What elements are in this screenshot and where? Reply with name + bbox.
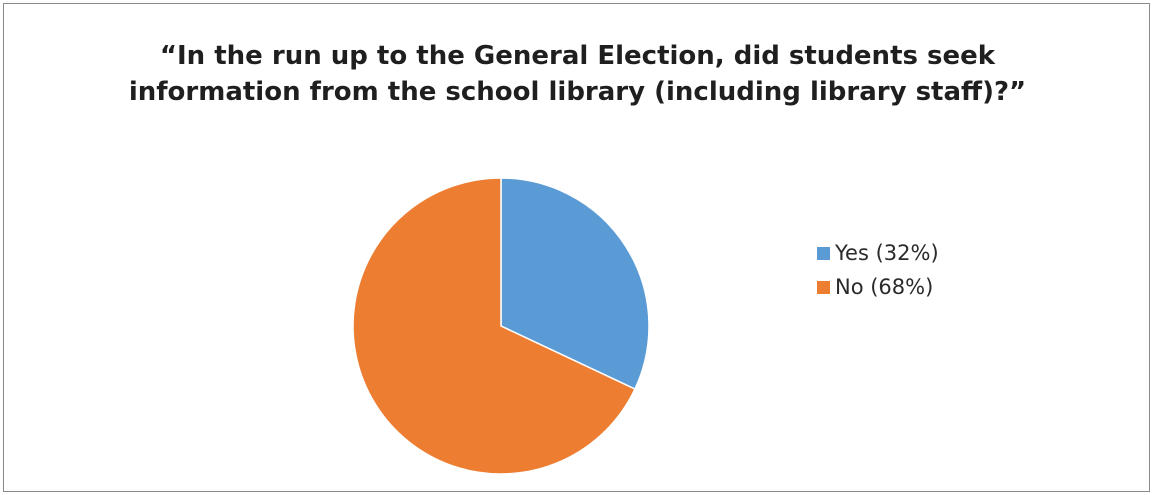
pie-slice-no <box>352 177 636 475</box>
pie-slice-yes <box>500 177 650 390</box>
chart-title: “In the run up to the General Election, … <box>128 41 1027 107</box>
legend-swatch-no <box>817 280 830 294</box>
legend-item-yes: Yes (32%) <box>817 236 939 270</box>
legend-swatch-yes <box>817 246 830 260</box>
pie-chart <box>352 177 650 475</box>
legend-label-no: No (68%) <box>835 275 934 299</box>
legend-item-no: No (68%) <box>817 270 939 304</box>
chart-frame: “In the run up to the General Election, … <box>3 3 1150 492</box>
legend-label-yes: Yes (32%) <box>835 241 939 265</box>
chart-legend: Yes (32%) No (68%) <box>817 236 939 304</box>
